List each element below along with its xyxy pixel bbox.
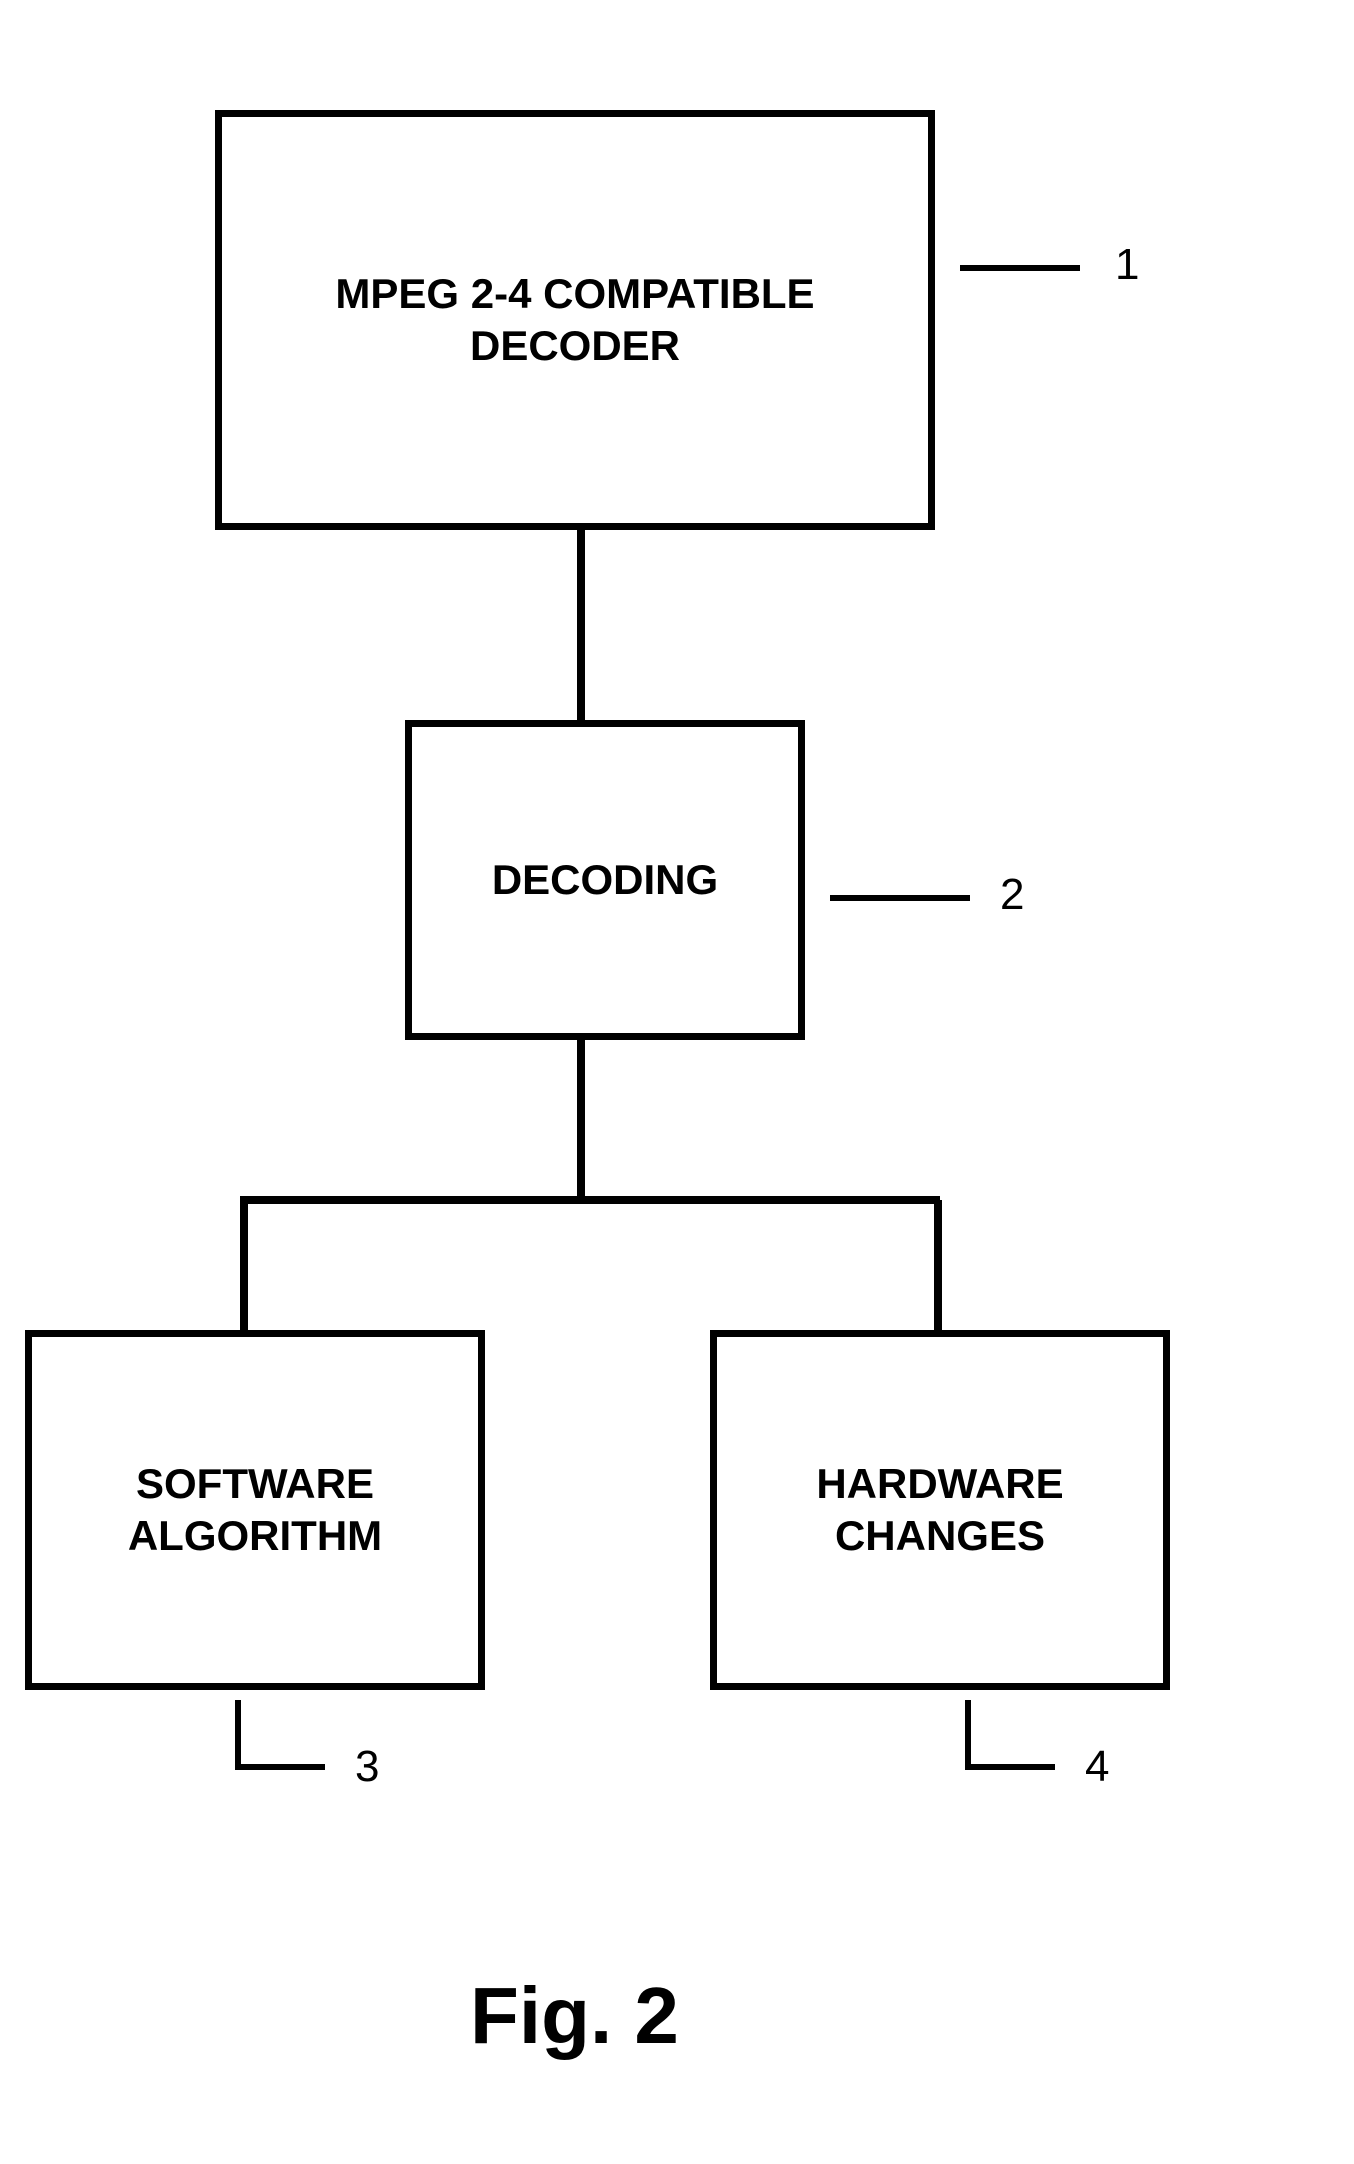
ref-line-3v xyxy=(235,1700,241,1770)
ref-label-1: 1 xyxy=(1115,240,1139,290)
ref-line-3h xyxy=(235,1764,325,1770)
node-decoder: MPEG 2-4 COMPATIBLE DECODER xyxy=(215,110,935,530)
node-label: CHANGES xyxy=(816,1510,1063,1563)
node-decoding: DECODING xyxy=(405,720,805,1040)
edge-1-2 xyxy=(577,530,585,720)
node-label: MPEG 2-4 COMPATIBLE xyxy=(335,268,814,321)
edge-2-branch xyxy=(577,1040,585,1200)
node-label: ALGORITHM xyxy=(128,1510,382,1563)
edge-branch-to-4 xyxy=(934,1200,942,1330)
node-label: DECODER xyxy=(335,320,814,373)
ref-line-4v xyxy=(965,1700,971,1770)
edge-branch-horizontal xyxy=(240,1196,940,1204)
node-hardware-changes: HARDWARE CHANGES xyxy=(710,1330,1170,1690)
ref-label-3: 3 xyxy=(355,1742,379,1792)
node-label: HARDWARE xyxy=(816,1458,1063,1511)
figure-caption: Fig. 2 xyxy=(470,1970,679,2062)
node-label: SOFTWARE xyxy=(128,1458,382,1511)
ref-label-4: 4 xyxy=(1085,1742,1109,1792)
diagram-canvas: MPEG 2-4 COMPATIBLE DECODER 1 DECODING 2… xyxy=(0,0,1354,2164)
ref-line-4h xyxy=(965,1764,1055,1770)
ref-line-2 xyxy=(830,895,970,901)
ref-line-1 xyxy=(960,265,1080,271)
ref-label-2: 2 xyxy=(1000,870,1024,920)
node-label: DECODING xyxy=(492,854,718,907)
edge-branch-to-3 xyxy=(240,1200,248,1330)
node-software-algorithm: SOFTWARE ALGORITHM xyxy=(25,1330,485,1690)
